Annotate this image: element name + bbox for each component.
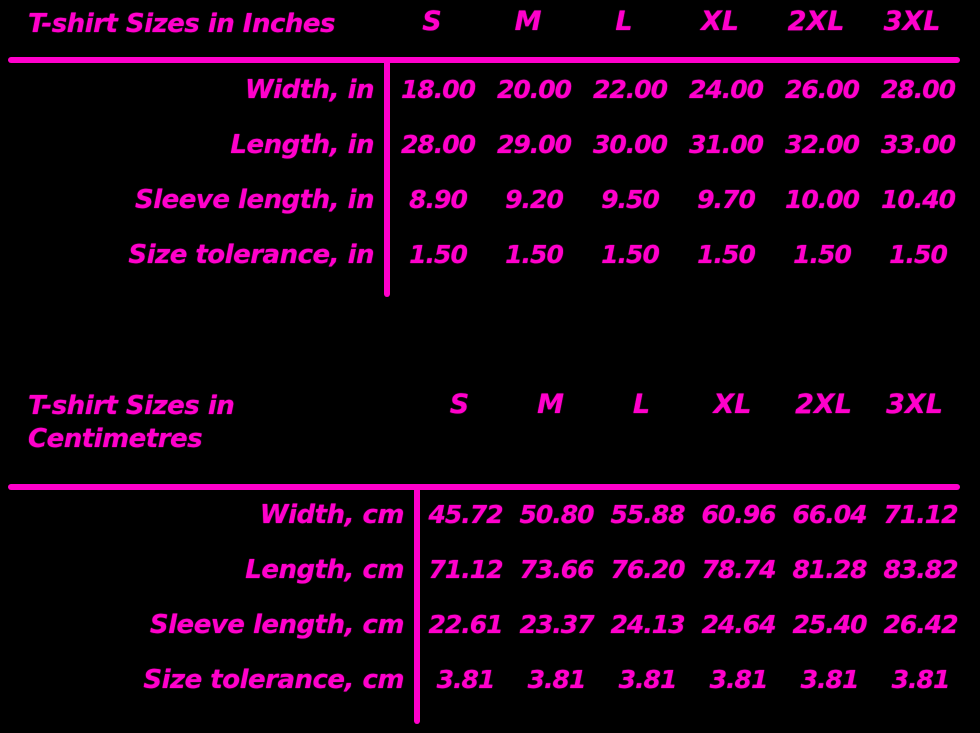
value-cell: 32.00	[784, 130, 860, 159]
value-cell: 3.81	[800, 665, 860, 694]
value-cell: 24.13	[610, 610, 685, 639]
value-cell: 9.70	[697, 185, 756, 214]
value-cell: 1.50	[409, 240, 468, 269]
value-cell: 1.50	[697, 240, 756, 269]
value-cell: 81.28	[792, 555, 867, 584]
size-column-header: M	[514, 6, 542, 37]
value-cell: 28.00	[400, 130, 476, 159]
value-cell: 26.42	[883, 610, 958, 639]
value-cell: 20.00	[496, 75, 572, 104]
size-column-header: L	[632, 389, 651, 420]
value-cell: 9.50	[601, 185, 660, 214]
centimetres-label-divider-line	[414, 486, 420, 724]
size-column-header: 2XL	[795, 389, 852, 420]
value-cell: 45.72	[428, 500, 503, 529]
inches-header-divider-line	[8, 57, 960, 63]
inches-table-rows: Width, in 18.00 20.00 22.00 24.00 26.00 28.00 L…	[0, 62, 980, 282]
value-cell: 73.66	[519, 555, 594, 584]
size-column-header: XL	[713, 389, 752, 420]
value-cell: 60.96	[701, 500, 776, 529]
inches-label-divider-line	[384, 59, 390, 297]
value-cell: 18.00	[400, 75, 476, 104]
size-column-header: 3XL	[883, 6, 941, 37]
table-row: Length, cm 71.12 73.66 76.20 78.74 81.28 83.82	[0, 542, 980, 597]
value-cell: 3.81	[618, 665, 678, 694]
centimetres-table-rows: Width, cm 45.72 50.80 55.88 60.96 66.04 71.12 L…	[0, 487, 980, 707]
value-cell: 33.00	[880, 130, 956, 159]
value-cell: 3.81	[709, 665, 769, 694]
value-cell: 3.81	[527, 665, 587, 694]
size-column-header: 3XL	[886, 389, 943, 420]
value-cell: 23.37	[519, 610, 594, 639]
centimetres-table-title: T-shirt Sizes in Centimetres	[28, 391, 235, 454]
table-row: Sleeve length, in 8.90 9.20 9.50 9.70 10.00 10…	[0, 172, 980, 227]
value-cell: 8.90	[409, 185, 468, 214]
row-label: Sleeve length, cm	[149, 609, 405, 640]
table-row: Sleeve length, cm 22.61 23.37 24.13 24.64 25.…	[0, 597, 980, 652]
value-cell: 3.81	[436, 665, 496, 694]
value-cell: 10.00	[784, 185, 860, 214]
value-cell: 1.50	[889, 240, 948, 269]
table-row: Width, cm 45.72 50.80 55.88 60.96 66.04 71.12	[0, 487, 980, 542]
value-cell: 24.64	[701, 610, 776, 639]
value-cell: 24.00	[688, 75, 764, 104]
row-label: Sleeve length, in	[135, 184, 375, 215]
value-cell: 1.50	[793, 240, 852, 269]
size-column-header: L	[615, 6, 633, 37]
value-cell: 50.80	[519, 500, 594, 529]
value-cell: 9.20	[505, 185, 564, 214]
value-cell: 31.00	[688, 130, 764, 159]
value-cell: 71.12	[428, 555, 503, 584]
table-row: Length, in 28.00 29.00 30.00 31.00 32.00 33.00	[0, 117, 980, 172]
value-cell: 1.50	[505, 240, 564, 269]
value-cell: 22.00	[592, 75, 668, 104]
value-cell: 25.40	[792, 610, 867, 639]
value-cell: 83.82	[883, 555, 958, 584]
row-label: Width, cm	[259, 499, 405, 530]
row-label: Length, cm	[245, 554, 404, 585]
centimetres-size-header-row: S M L XL 2XL 3XL	[414, 389, 960, 420]
value-cell: 26.00	[784, 75, 860, 104]
value-cell: 29.00	[496, 130, 572, 159]
value-cell: 66.04	[792, 500, 867, 529]
size-column-header: S	[449, 389, 470, 420]
value-cell: 78.74	[701, 555, 776, 584]
size-column-header: S	[422, 6, 442, 37]
row-label: Length, in	[230, 129, 374, 160]
row-label: Width, in	[245, 74, 375, 105]
value-cell: 71.12	[883, 500, 958, 529]
inches-size-header-row: S M L XL 2XL 3XL	[384, 6, 960, 37]
centimetres-header-divider-line	[8, 484, 960, 490]
table-row: Size tolerance, in 1.50 1.50 1.50 1.50 1.50 1.…	[0, 227, 980, 282]
row-label: Size tolerance, cm	[143, 664, 404, 695]
table-row: Size tolerance, cm 3.81 3.81 3.81 3.81 3.81 3.…	[0, 652, 980, 707]
value-cell: 55.88	[610, 500, 685, 529]
value-cell: 3.81	[891, 665, 951, 694]
size-column-header: XL	[700, 6, 740, 37]
value-cell: 30.00	[592, 130, 668, 159]
size-column-header: 2XL	[787, 6, 845, 37]
inches-table-title: T-shirt Sizes in Inches	[28, 9, 336, 39]
value-cell: 22.61	[428, 610, 503, 639]
table-row: Width, in 18.00 20.00 22.00 24.00 26.00 28.00	[0, 62, 980, 117]
row-label: Size tolerance, in	[128, 239, 374, 270]
size-column-header: M	[537, 389, 564, 420]
value-cell: 28.00	[880, 75, 956, 104]
value-cell: 1.50	[601, 240, 660, 269]
value-cell: 10.40	[880, 185, 956, 214]
value-cell: 76.20	[610, 555, 685, 584]
